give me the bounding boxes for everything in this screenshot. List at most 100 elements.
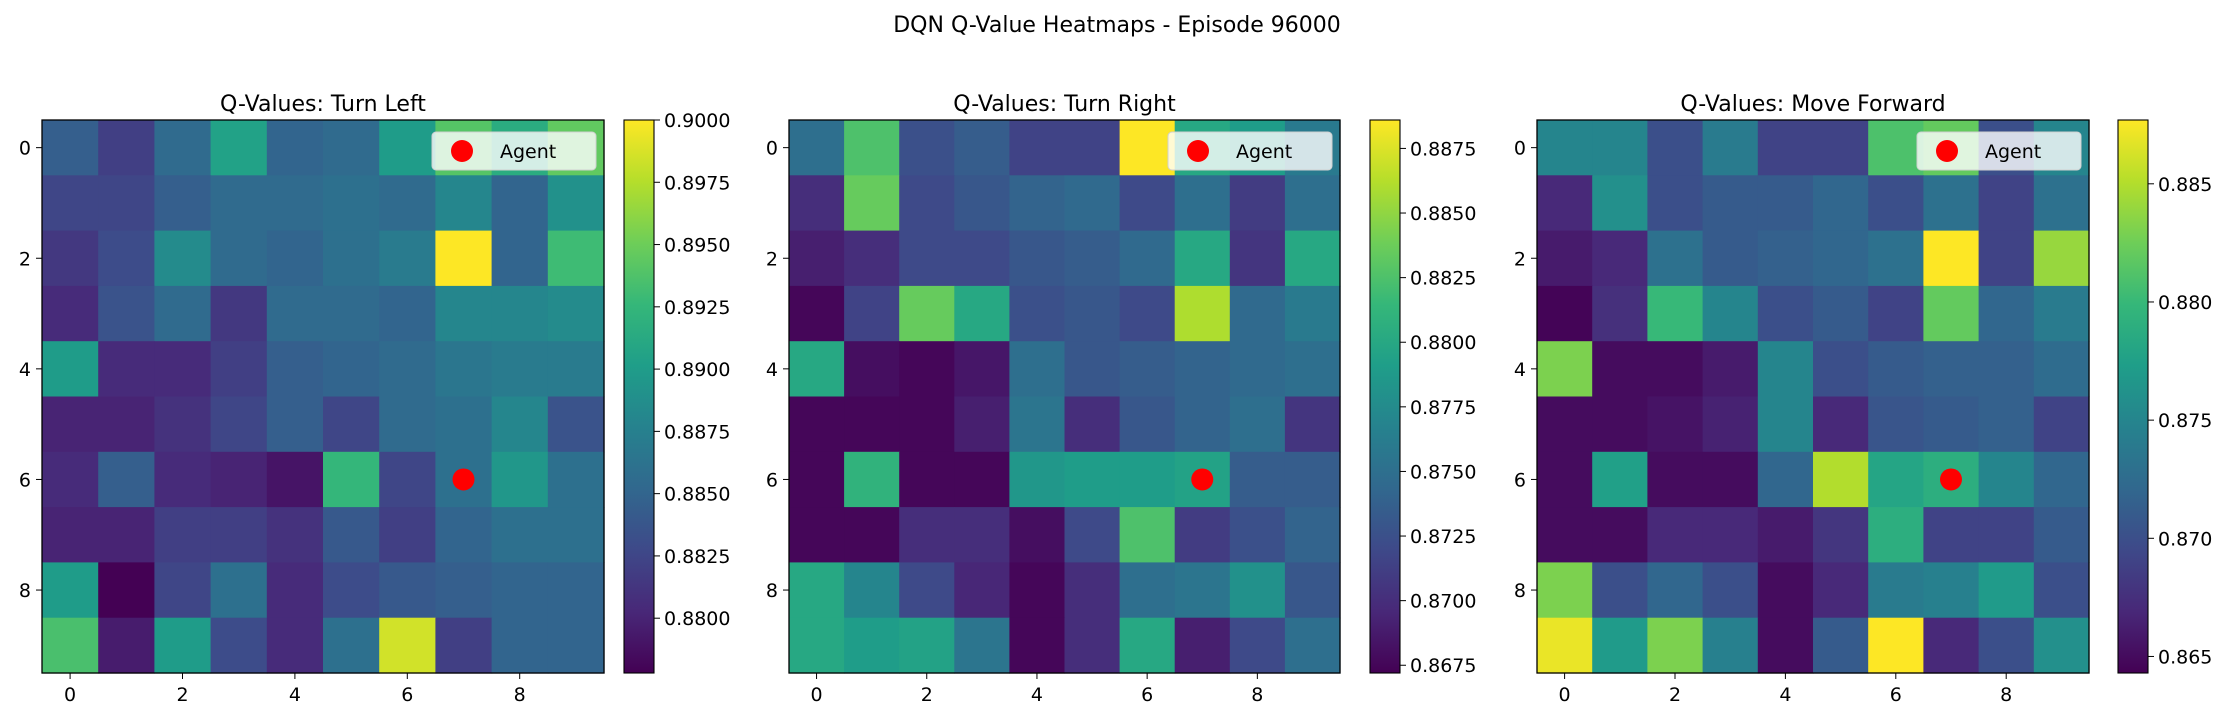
- heatmap-cell: [899, 451, 955, 508]
- heatmap-cell: [435, 175, 493, 232]
- heatmap-cell: [547, 451, 605, 508]
- heatmap-cell: [154, 507, 212, 563]
- heatmap-cell: [266, 617, 324, 674]
- x-tick-label: 8: [2000, 684, 2012, 706]
- heatmap-cell: [210, 285, 268, 342]
- y-tick-label: 0: [766, 138, 778, 160]
- heatmap-cell: [1284, 562, 1341, 619]
- heatmap-cell: [1702, 562, 1759, 619]
- heatmap-cell: [210, 617, 268, 674]
- x-tick-label: 4: [1031, 684, 1043, 706]
- legend-label: Agent: [1985, 141, 2041, 163]
- heatmap-cell: [154, 451, 212, 508]
- heatmap-cell: [1757, 617, 1814, 674]
- heatmap-cell: [1174, 285, 1231, 342]
- heatmap-cell: [2033, 285, 2090, 342]
- heatmap-cell: [154, 341, 212, 398]
- heatmap-cell: [210, 230, 268, 287]
- heatmap-cell: [2033, 175, 2090, 232]
- legend-box: [1167, 131, 1333, 171]
- heatmap-cell: [154, 285, 212, 342]
- legend-agent-icon: [1187, 140, 1209, 162]
- heatmap-cell: [323, 562, 380, 619]
- colorbar-tick-label: 0.8925: [664, 297, 730, 319]
- heatmap-cell: [42, 175, 99, 232]
- colorbar-tick-label: 0.885: [2158, 174, 2212, 196]
- heatmap-cell: [1923, 175, 1980, 232]
- heatmap-cell: [379, 451, 436, 508]
- heatmap-cell: [1229, 507, 1286, 563]
- colorbar-tick-label: 0.8825: [1410, 268, 1476, 290]
- heatmap-cell: [1702, 120, 1759, 176]
- heatmap-cell: [154, 562, 212, 619]
- heatmap-cell: [1009, 120, 1066, 176]
- heatmap-cell: [899, 507, 955, 563]
- heatmap-cell: [547, 617, 605, 674]
- agent-marker: [452, 468, 475, 491]
- heatmap-cell: [1119, 120, 1176, 176]
- x-tick-label: 4: [289, 684, 301, 706]
- heatmap-cell: [154, 120, 212, 176]
- heatmap-cell: [954, 396, 1010, 453]
- legend-agent-icon: [1936, 140, 1958, 162]
- y-tick-label: 6: [766, 469, 778, 491]
- y-tick-label: 2: [19, 248, 31, 270]
- heatmap-cell: [1284, 396, 1341, 453]
- heatmap-cell: [42, 562, 99, 619]
- heatmap-cell: [435, 507, 493, 563]
- heatmap-cell: [491, 617, 549, 674]
- heatmap-cell: [210, 396, 268, 453]
- heatmap-cell: [491, 562, 549, 619]
- heatmap-cell: [1174, 341, 1231, 398]
- heatmap-cell: [1537, 562, 1593, 619]
- heatmap-cell: [2033, 507, 2090, 563]
- colorbar-tick-label: 0.8700: [1410, 591, 1476, 613]
- legend: Agent: [431, 131, 597, 171]
- heatmap-cell: [1647, 230, 1704, 287]
- heatmap-cell: [1592, 341, 1648, 398]
- heatmap-cell: [899, 175, 955, 232]
- heatmap-cell: [1284, 451, 1341, 508]
- heatmap-cell: [954, 285, 1010, 342]
- heatmap-cell: [1537, 617, 1593, 674]
- heatmap-cell: [954, 507, 1010, 563]
- heatmap-cell: [210, 175, 268, 232]
- heatmap-cell: [491, 230, 549, 287]
- heatmap-cell: [1702, 396, 1759, 453]
- heatmap-cell: [1813, 451, 1869, 508]
- heatmap-cell: [1757, 175, 1814, 232]
- heatmap-cell: [789, 230, 845, 287]
- heatmap-cell: [1757, 120, 1814, 176]
- heatmap-cell: [899, 562, 955, 619]
- heatmap-cell: [1592, 562, 1648, 619]
- x-tick-label: 0: [1559, 684, 1571, 706]
- heatmap-cell: [1813, 617, 1869, 674]
- y-tick-label: 0: [19, 138, 31, 160]
- heatmap-cell: [491, 396, 549, 453]
- heatmap-cell: [1537, 175, 1593, 232]
- heatmap-cell: [1978, 230, 2035, 287]
- heatmap-cell: [1229, 285, 1286, 342]
- heatmap-cell: [1813, 285, 1869, 342]
- heatmap-cell: [1978, 175, 2035, 232]
- heatmap-cell: [1229, 396, 1286, 453]
- heatmap-cell: [1978, 341, 2035, 398]
- heatmap-cell: [1009, 562, 1066, 619]
- panel-title: Q-Values: Move Forward: [1680, 92, 1945, 117]
- heatmap-cell: [1813, 341, 1869, 398]
- heatmap-cell: [547, 341, 605, 398]
- heatmap-cell: [2033, 341, 2090, 398]
- heatmap-cell: [1757, 562, 1814, 619]
- heatmap-cell: [899, 341, 955, 398]
- heatmap-cell: [1284, 230, 1341, 287]
- heatmap-cell: [1119, 507, 1176, 563]
- heatmap-frame: [788, 119, 1341, 674]
- heatmap-cell: [1119, 230, 1176, 287]
- heatmap-cell: [491, 341, 549, 398]
- heatmap-cell: [1284, 175, 1341, 232]
- x-tick-label: 0: [64, 684, 76, 706]
- heatmap-cell: [789, 617, 845, 674]
- colorbar-tick-label: 0.870: [2158, 528, 2212, 550]
- heatmap-cell: [1813, 396, 1869, 453]
